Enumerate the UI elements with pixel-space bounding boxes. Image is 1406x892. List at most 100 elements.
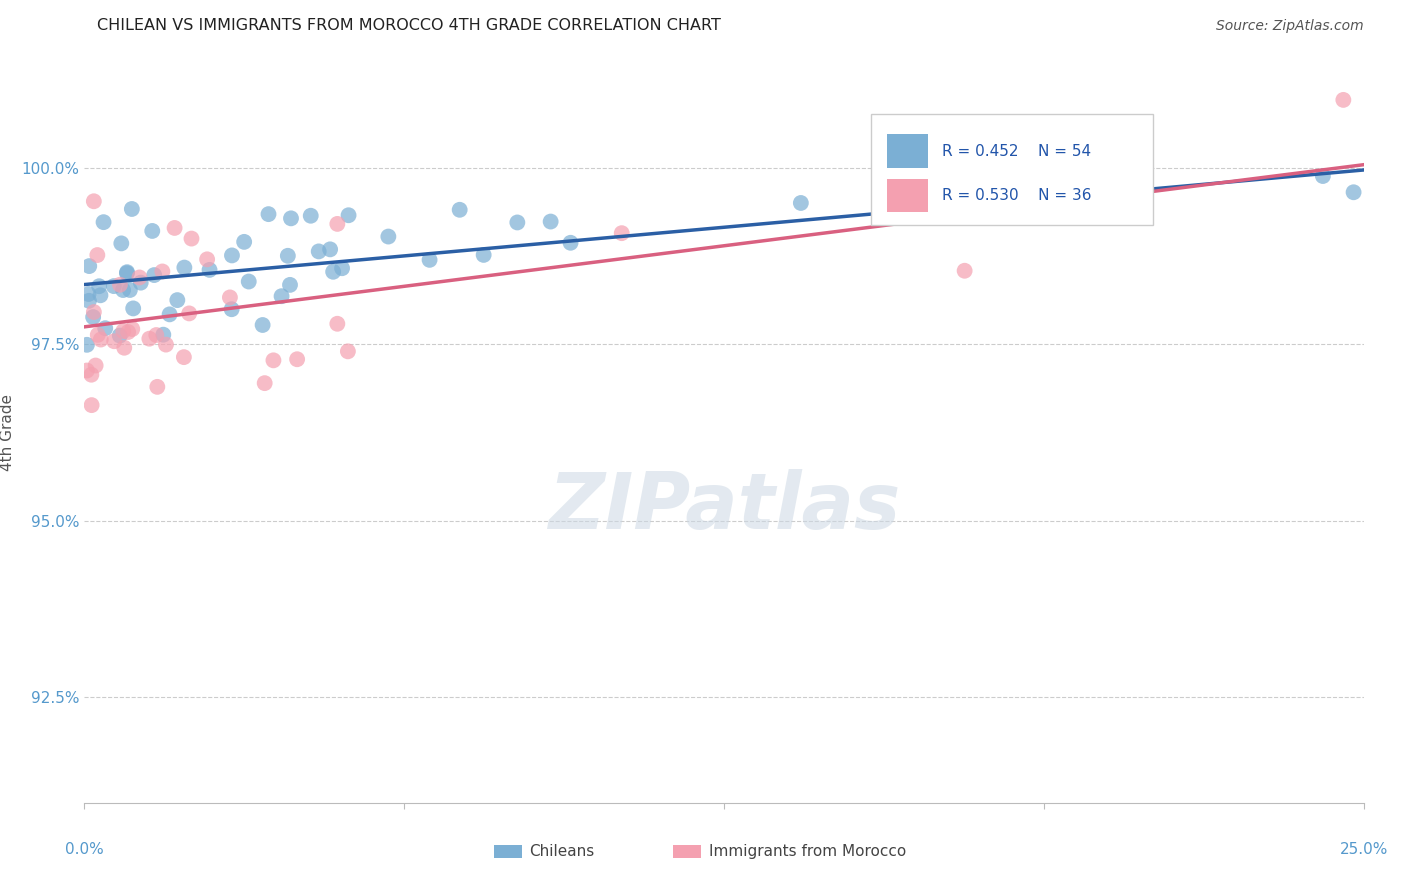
Point	[257, 207, 280, 221]
Point	[336, 344, 359, 359]
Bar	[887, 135, 928, 168]
Point	[77, 293, 100, 308]
Point	[103, 334, 125, 349]
Point	[108, 328, 131, 343]
Point	[195, 252, 218, 267]
Bar	[494, 845, 522, 858]
Point	[76, 338, 98, 352]
Point	[326, 317, 349, 331]
Point	[115, 266, 138, 280]
Point	[112, 324, 135, 338]
Point	[994, 195, 1017, 210]
Point	[173, 350, 195, 364]
Point	[1312, 169, 1334, 183]
Point	[918, 180, 941, 194]
Point	[87, 279, 110, 293]
Text: 25.0%: 25.0%	[1340, 841, 1388, 856]
Point	[326, 217, 349, 231]
Point	[322, 265, 344, 279]
Point	[83, 194, 105, 209]
Point	[419, 252, 441, 267]
Point	[80, 368, 103, 382]
Point	[166, 293, 188, 307]
Point	[159, 307, 181, 321]
Point	[560, 235, 582, 250]
Point	[117, 325, 139, 339]
Point	[299, 209, 322, 223]
Point	[83, 305, 105, 319]
Y-axis label: 4th Grade: 4th Grade	[0, 394, 14, 471]
Point	[103, 279, 125, 293]
Point	[90, 333, 112, 347]
Point	[82, 310, 104, 324]
Point	[180, 231, 202, 245]
Point	[506, 215, 529, 229]
Point	[143, 268, 166, 282]
Text: R = 0.452    N = 54: R = 0.452 N = 54	[942, 144, 1091, 159]
Point	[141, 224, 163, 238]
FancyBboxPatch shape	[872, 114, 1153, 226]
Point	[610, 226, 633, 240]
Point	[115, 265, 138, 279]
Point	[233, 235, 256, 249]
Point	[319, 243, 342, 257]
Text: ZIPatlas: ZIPatlas	[548, 468, 900, 545]
Point	[94, 321, 117, 335]
Point	[80, 398, 103, 412]
Point	[270, 289, 292, 303]
Text: Immigrants from Morocco: Immigrants from Morocco	[709, 844, 905, 859]
Point	[449, 202, 471, 217]
Point	[198, 263, 221, 277]
Text: CHILEAN VS IMMIGRANTS FROM MOROCCO 4TH GRADE CORRELATION CHART: CHILEAN VS IMMIGRANTS FROM MOROCCO 4TH G…	[97, 18, 721, 33]
Point	[110, 236, 132, 251]
Point	[145, 328, 167, 343]
Point	[238, 275, 260, 289]
Point	[108, 277, 131, 292]
Point	[221, 248, 243, 262]
Point	[337, 208, 360, 222]
Point	[152, 327, 174, 342]
Point	[87, 327, 110, 342]
Point	[253, 376, 276, 391]
Point	[89, 288, 111, 302]
Text: 0.0%: 0.0%	[65, 841, 104, 856]
Text: Chileans: Chileans	[530, 844, 595, 859]
Point	[1331, 93, 1354, 107]
Bar	[887, 178, 928, 212]
Point	[377, 229, 399, 244]
Point	[112, 283, 135, 297]
Point	[179, 306, 201, 320]
Point	[953, 264, 976, 278]
Point	[280, 211, 302, 226]
Point	[122, 301, 145, 316]
Point	[86, 248, 108, 262]
Point	[790, 196, 813, 211]
Point	[77, 287, 100, 301]
Point	[285, 352, 308, 367]
Point	[146, 380, 169, 394]
Point	[129, 276, 152, 290]
Point	[252, 318, 274, 332]
Point	[219, 290, 242, 304]
Point	[112, 341, 135, 355]
Point	[308, 244, 330, 259]
Point	[472, 248, 495, 262]
Point	[1343, 186, 1365, 200]
Point	[221, 302, 243, 317]
Point	[77, 259, 100, 273]
Point	[163, 221, 186, 235]
Point	[540, 214, 562, 228]
Point	[93, 215, 115, 229]
Point	[138, 332, 160, 346]
Text: R = 0.530    N = 36: R = 0.530 N = 36	[942, 188, 1091, 203]
Point	[121, 202, 143, 216]
Text: Source: ZipAtlas.com: Source: ZipAtlas.com	[1216, 19, 1364, 33]
Point	[84, 359, 107, 373]
Bar	[673, 845, 702, 858]
Point	[155, 337, 177, 351]
Point	[262, 353, 284, 368]
Point	[128, 270, 150, 285]
Point	[76, 363, 98, 377]
Point	[173, 260, 195, 275]
Point	[150, 264, 173, 278]
